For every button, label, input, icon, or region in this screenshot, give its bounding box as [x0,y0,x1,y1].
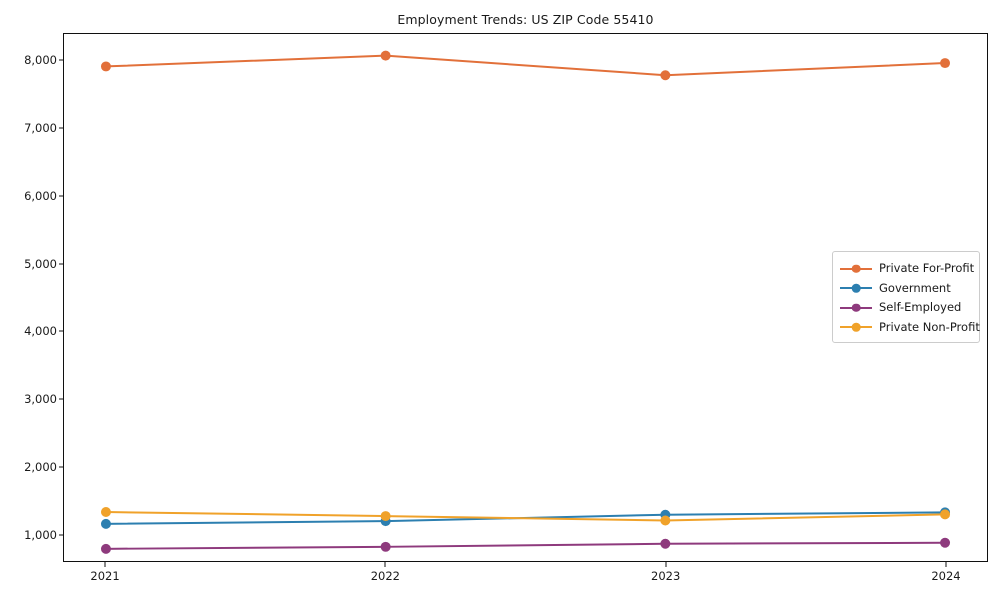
data-point-marker[interactable] [380,541,391,552]
x-axis-tick-mark [104,562,106,567]
y-axis-tick-label: 5,000 [24,256,57,271]
legend-item[interactable]: Private Non-Profit [840,318,980,338]
x-axis-tick-label: 2024 [931,569,961,583]
x-axis-tick-label: 2023 [651,569,681,583]
x-axis-tick-label: 2022 [370,569,400,583]
legend-dot [851,322,861,332]
data-point-marker[interactable] [100,518,111,529]
y-axis-tick-mark [58,534,63,536]
data-point-marker[interactable] [660,70,671,81]
y-axis-tick-label: 7,000 [24,120,57,135]
legend-swatch-icon [840,262,872,276]
y-axis-tick-label: 3,000 [24,392,57,407]
data-point-marker[interactable] [940,58,951,69]
legend-label: Self-Employed [879,300,962,314]
series-line [104,541,947,550]
plot-lines [100,50,951,554]
data-point-marker[interactable] [660,538,671,549]
y-axis-tick-mark [58,466,63,468]
data-point-marker[interactable] [100,61,111,72]
y-axis-tick-mark [58,195,63,197]
y-axis-tick-mark [58,59,63,61]
legend-swatch-icon [840,301,872,315]
y-axis-tick-label: 1,000 [24,527,57,542]
x-axis-tick-mark [945,562,947,567]
data-point-marker[interactable] [940,537,951,548]
x-axis-tick-mark [665,562,667,567]
series-line [104,54,947,77]
series-line [104,511,947,522]
legend-label: Private For-Profit [879,261,975,275]
chart-legend[interactable]: Private For-Profit Government Self-Employe… [832,251,980,343]
y-axis-tick-label: 8,000 [24,53,57,68]
data-point-marker[interactable] [100,543,111,554]
legend-swatch-icon [840,320,872,334]
y-axis-tick-marks [58,0,65,600]
legend-label: Government [879,280,951,295]
legend-swatch-icon [840,281,872,295]
data-point-marker[interactable] [100,507,111,517]
legend-item[interactable]: Private For-Profit [840,259,975,279]
legend-label: Private Non-Profit [879,319,980,334]
y-axis-tick-mark [58,263,63,265]
legend-item[interactable]: Government [840,279,971,299]
legend-dot [851,303,861,313]
legend-dot [851,264,861,274]
legend-dot [851,283,861,293]
legend-item[interactable]: Self-Employed [840,298,971,318]
y-axis-tick-label: 4,000 [24,324,57,339]
data-point-marker[interactable] [380,511,391,522]
data-point-marker[interactable] [940,509,951,520]
x-axis-tick-label: 2021 [90,569,120,583]
y-axis-tick-mark [58,330,63,332]
y-axis-tick-mark [58,127,63,129]
chart-title: Employment Trends: US ZIP Code 55410 [397,12,654,27]
y-axis-tick-labels: 1,000 2,000 3,000 4,000 5,000 6,000 7,000 8,000 [0,0,57,600]
y-axis-tick-mark [58,398,63,400]
data-point-marker[interactable] [380,50,391,61]
data-point-marker[interactable] [660,515,671,526]
y-axis-tick-label: 6,000 [24,188,57,203]
x-axis-tick-mark [384,562,386,567]
y-axis-tick-label: 2,000 [24,460,57,475]
